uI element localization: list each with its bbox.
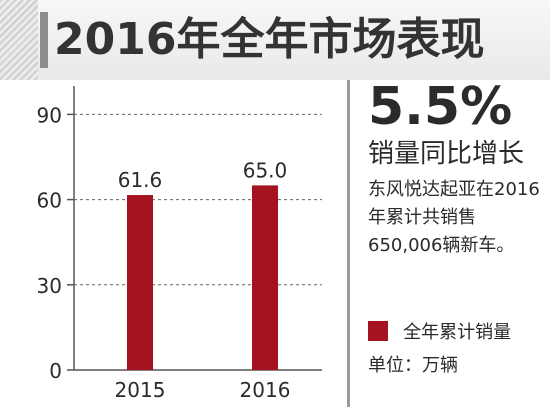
y-tick-label: 30 bbox=[37, 274, 62, 298]
bar bbox=[127, 195, 153, 370]
bar-chart: 0 30 60 90 61.6 2015 65.0 2016 bbox=[0, 86, 345, 407]
title-accent-bar bbox=[40, 12, 48, 68]
bar bbox=[252, 185, 278, 370]
y-tick-label: 0 bbox=[49, 359, 62, 383]
page-title: 2016年全年市场表现 bbox=[54, 14, 485, 65]
legend-swatch bbox=[368, 321, 388, 341]
legend-label: 全年累计销量 bbox=[403, 322, 512, 343]
chart-legend: 全年累计销量 bbox=[368, 318, 511, 344]
bar-value-label: 61.6 bbox=[118, 168, 163, 192]
y-tick-label: 90 bbox=[37, 103, 62, 127]
header: 2016年全年市场表现 bbox=[0, 0, 550, 80]
x-tick-label: 2016 bbox=[240, 378, 291, 402]
bar-chart-svg: 0 30 60 90 61.6 2015 65.0 2016 bbox=[37, 86, 322, 402]
growth-label: 销量同比增长 bbox=[368, 139, 525, 169]
x-tick-label: 2015 bbox=[115, 378, 166, 402]
y-tick-label: 60 bbox=[37, 189, 62, 213]
growth-value: 5.5% bbox=[368, 77, 513, 137]
panel-divider bbox=[347, 80, 350, 407]
header-stripes bbox=[0, 0, 38, 80]
bar-value-label: 65.0 bbox=[243, 158, 288, 182]
unit-label: 单位：万辆 bbox=[368, 355, 458, 376]
sales-description: 东风悦达起亚在2016年累计共销售650,006辆新车。 bbox=[368, 179, 540, 256]
